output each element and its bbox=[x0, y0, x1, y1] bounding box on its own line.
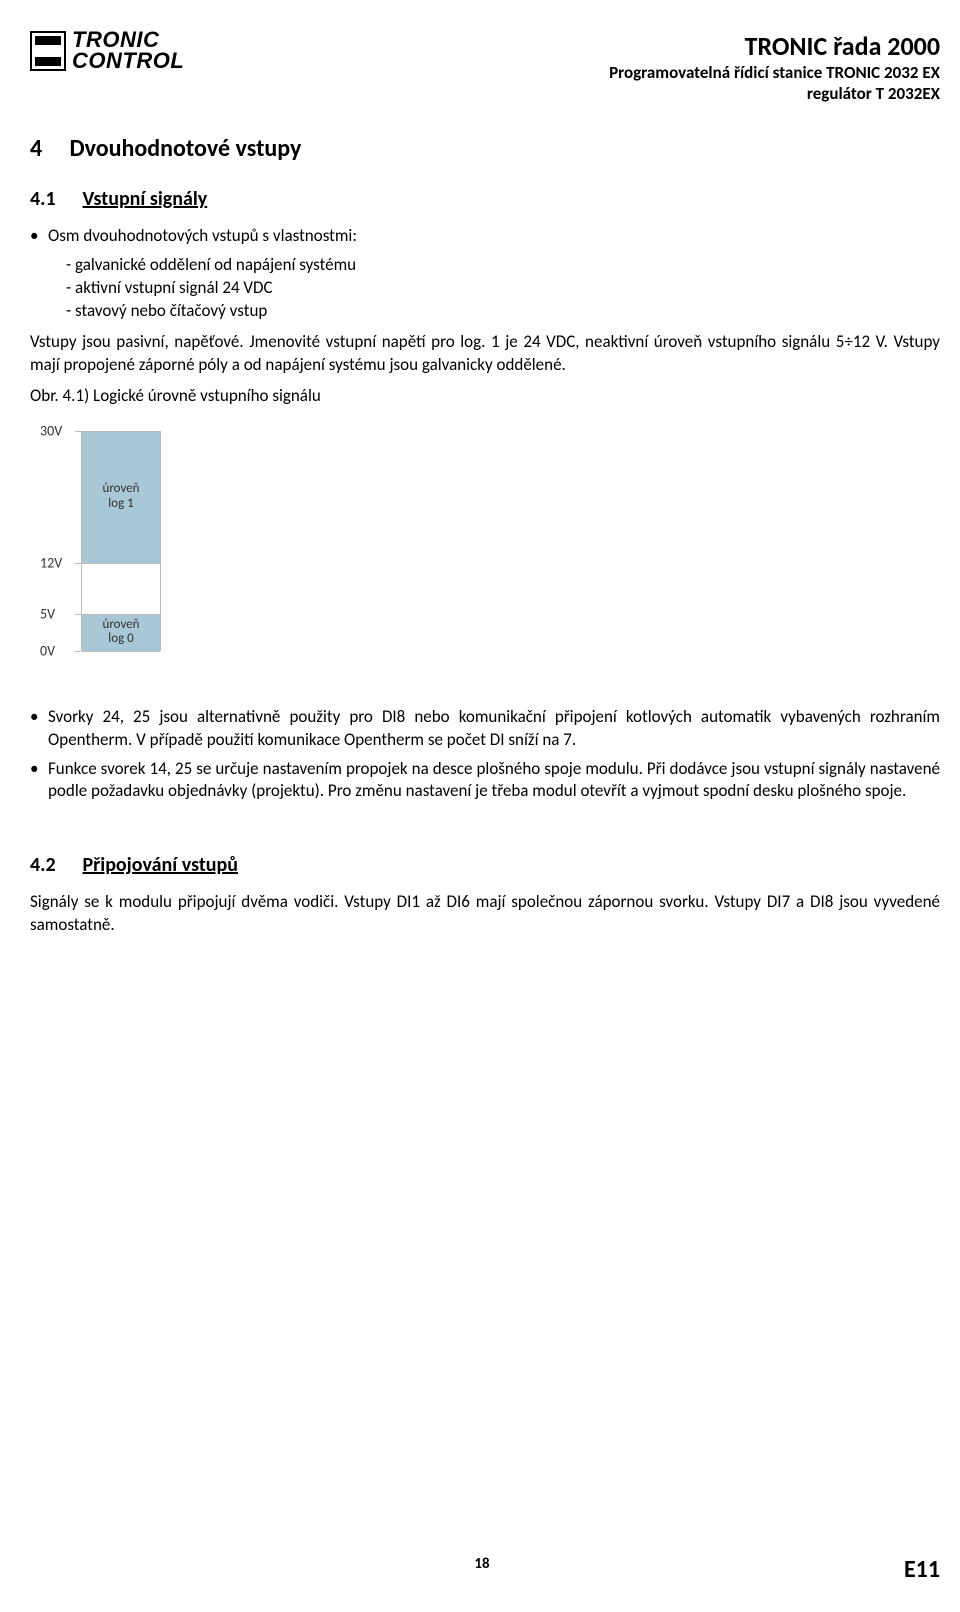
product-model: regulátor T 2032EX bbox=[609, 83, 940, 104]
bullet-2: - aktivní vstupní signál 24 VDC bbox=[66, 277, 940, 300]
section-41-para3: Funkce svorek 14, 25 se určuje nastavení… bbox=[48, 758, 940, 804]
section-41-bullets: Osm dvouhodnotových vstupů s vlastnostmi… bbox=[48, 225, 940, 323]
section-42-para: Signály se k modulu připojují dvěma vodi… bbox=[30, 891, 940, 937]
y-label: 0V bbox=[40, 642, 55, 659]
page-number: 18 bbox=[60, 1555, 904, 1584]
section-4-title: Dvouhodnotové vstupy bbox=[69, 134, 301, 163]
level-segment: úroveň log 0 bbox=[82, 614, 160, 651]
section-42-heading: 4.2 Připojování vstupů bbox=[30, 853, 940, 877]
page-code: E11 bbox=[904, 1555, 940, 1584]
figure-caption: Obr. 4.1) Logické úrovně vstupního signá… bbox=[30, 385, 940, 406]
section-41-number: 4.1 bbox=[30, 187, 78, 211]
bullets-lead: Osm dvouhodnotových vstupů s vlastnostmi… bbox=[48, 225, 940, 248]
product-desc: Programovatelná řídicí stanice TRONIC 20… bbox=[609, 62, 940, 83]
page-footer: 18 E11 bbox=[0, 1555, 960, 1584]
section-42-number: 4.2 bbox=[30, 853, 78, 877]
section-41-notes: Svorky 24, 25 jsou alternativně použity … bbox=[48, 706, 940, 804]
y-label: 5V bbox=[40, 605, 55, 622]
section-4-heading: 4 Dvouhodnotové vstupy bbox=[30, 134, 940, 163]
section-4-number: 4 bbox=[30, 134, 64, 163]
page-header: TRONIC CONTROL TRONIC řada 2000 Programo… bbox=[30, 30, 940, 104]
level-segment bbox=[82, 563, 160, 614]
section-41-para1: Vstupy jsou pasivní, napěťové. Jmenovité… bbox=[30, 331, 940, 377]
logic-levels-diagram: úroveň log 1 úroveň log 0 30V 12V 5V 0V bbox=[36, 416, 940, 666]
brand-text: TRONIC CONTROL bbox=[72, 30, 184, 72]
bullet-1: - galvanické oddělení od napájení systém… bbox=[66, 254, 940, 277]
y-label: 12V bbox=[40, 554, 62, 571]
section-41-title: Vstupní signály bbox=[83, 187, 208, 211]
brand-logo: TRONIC CONTROL bbox=[30, 30, 184, 72]
section-41-para2: Svorky 24, 25 jsou alternativně použity … bbox=[48, 706, 940, 752]
bullet-3: - stavový nebo čítačový vstup bbox=[66, 300, 940, 323]
section-41-heading: 4.1 Vstupní signály bbox=[30, 187, 940, 211]
level-segment: úroveň log 1 bbox=[82, 431, 160, 563]
logo-icon bbox=[30, 31, 66, 71]
brand-line2: CONTROL bbox=[72, 51, 184, 72]
section-42-title: Připojování vstupů bbox=[83, 853, 238, 877]
header-right: TRONIC řada 2000 Programovatelná řídicí … bbox=[609, 30, 940, 104]
product-family: TRONIC řada 2000 bbox=[609, 30, 940, 62]
y-label: 30V bbox=[40, 422, 62, 439]
